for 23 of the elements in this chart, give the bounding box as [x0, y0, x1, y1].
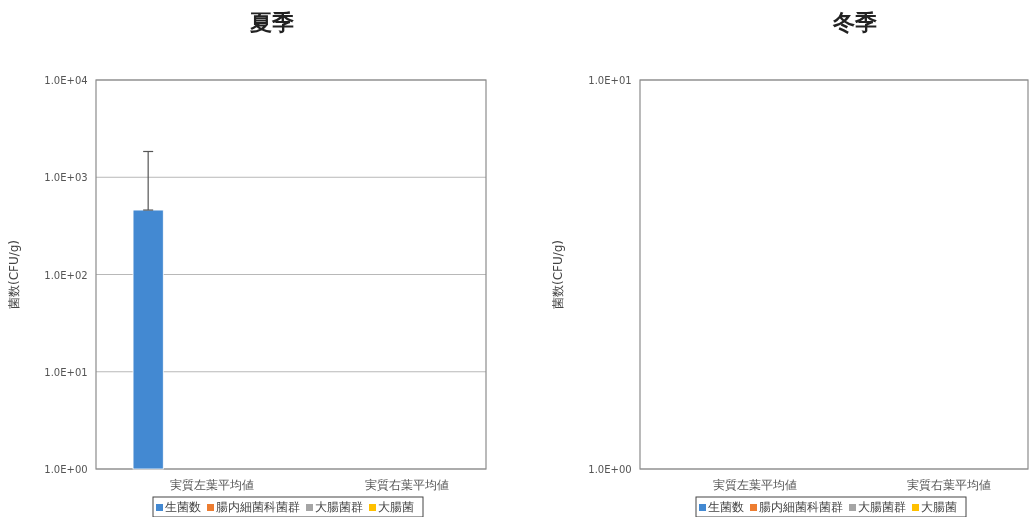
legend-label: 腸内細菌科菌群 — [216, 500, 300, 514]
y-tick-label: 1.0E+02 — [44, 269, 88, 281]
legend-label: 大腸菌群 — [315, 500, 363, 514]
x-tick-label: 実質左葉平均値 — [713, 478, 797, 492]
legend-label: 大腸菌 — [921, 500, 957, 514]
legend-label: 生菌数 — [708, 500, 744, 514]
y-tick-label: 1.0E+00 — [588, 464, 632, 475]
y-axis-title: 菌数(CFU/g) — [7, 239, 21, 310]
legend-label: 腸内細菌科菌群 — [759, 500, 843, 514]
x-tick-label: 実質右葉平均値 — [364, 478, 449, 492]
y-tick-label: 1.0E+04 — [44, 75, 88, 86]
legend-label: 大腸菌 — [378, 500, 414, 514]
y-tick-label: 1.0E+01 — [44, 366, 88, 378]
y-tick-label: 1.0E+03 — [44, 172, 88, 184]
y-tick-label: 1.0E+00 — [44, 464, 88, 475]
legend-label: 生菌数 — [165, 500, 201, 514]
chart-title: 冬季 — [832, 10, 877, 35]
y-tick-label: 1.0E+01 — [588, 75, 632, 86]
legend-label: 大腸菌群 — [858, 500, 906, 514]
chart-title: 夏季 — [249, 10, 294, 35]
x-tick-label: 実質左葉平均値 — [169, 478, 254, 492]
x-tick-label: 実質右葉平均値 — [907, 478, 991, 492]
y-axis-title: 菌数(CFU/g) — [551, 239, 565, 310]
